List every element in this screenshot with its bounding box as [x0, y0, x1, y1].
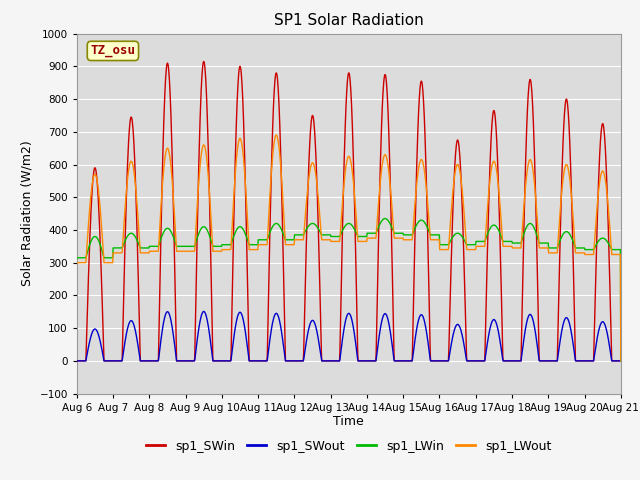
- Text: TZ_osu: TZ_osu: [90, 44, 136, 58]
- Title: SP1 Solar Radiation: SP1 Solar Radiation: [274, 13, 424, 28]
- Legend: sp1_SWin, sp1_SWout, sp1_LWin, sp1_LWout: sp1_SWin, sp1_SWout, sp1_LWin, sp1_LWout: [141, 434, 556, 457]
- Y-axis label: Solar Radiation (W/m2): Solar Radiation (W/m2): [21, 141, 34, 287]
- X-axis label: Time: Time: [333, 415, 364, 429]
